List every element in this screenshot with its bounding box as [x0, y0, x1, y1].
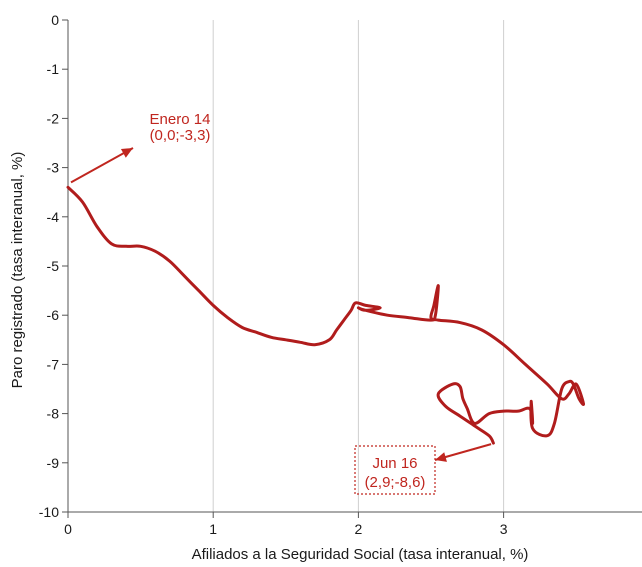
chart-annotations: Enero 14(0,0;-3,3) Jun 16 (2,9;-8,6)	[70, 111, 492, 495]
annotation-jun-box	[354, 445, 436, 495]
annotation-enero-label: Enero 14	[150, 111, 211, 128]
series-line	[66, 185, 586, 445]
chart-grid	[212, 20, 505, 512]
annotation-jun-value: (2,9;-8,6)	[365, 474, 426, 491]
y-tick-label: -3	[47, 160, 60, 176]
x-tick-label: 1	[209, 521, 217, 537]
chart-axes	[67, 20, 642, 513]
y-tick-label: -8	[47, 406, 60, 422]
y-axis-title: Paro registrado (tasa interanual, %)	[9, 152, 26, 389]
x-axis-title: Afiliados a la Seguridad Social (tasa in…	[192, 546, 529, 563]
y-tick-label: -5	[47, 258, 60, 274]
annotation-jun-arrow-head	[435, 452, 447, 462]
y-tick-label: -1	[47, 61, 60, 77]
y-tick-label: -2	[47, 110, 60, 126]
annotation-enero-arrow-line	[70, 147, 134, 184]
x-tick-label: 3	[500, 521, 508, 537]
y-tick-label: -6	[47, 307, 60, 323]
annotation-enero-value: (0,0;-3,3)	[150, 127, 211, 144]
y-tick-label: -4	[47, 209, 60, 225]
chart-series	[66, 185, 586, 445]
y-tick-label: -7	[47, 356, 60, 372]
y-tick-label: 0	[51, 12, 59, 28]
x-tick-label: 2	[355, 521, 363, 537]
annotation-enero-arrow-head	[120, 148, 133, 158]
x-tick-label: 0	[64, 521, 72, 537]
chart-ticks: 0 -1 -2 -3 -4 -5 -6 -7 -8 -9 -10 0 1 2 3	[39, 12, 508, 537]
annotation-jun-label: Jun 16	[372, 455, 417, 472]
y-tick-label: -9	[47, 455, 60, 471]
y-tick-label: -10	[39, 504, 59, 520]
